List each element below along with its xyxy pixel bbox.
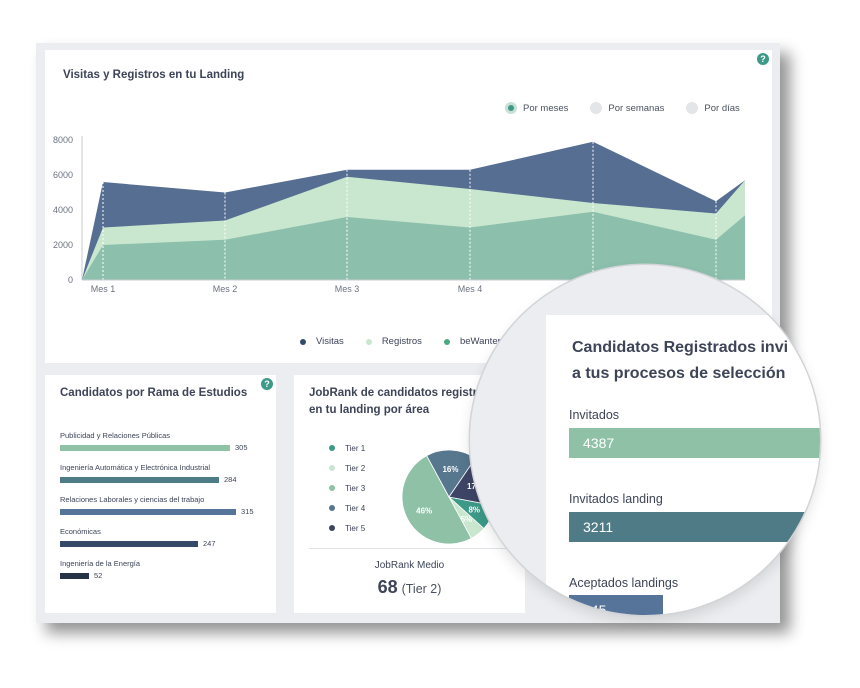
radio-unselected-icon — [590, 102, 603, 114]
invitados-landing-bar: 3211 — [569, 512, 805, 542]
pie-slice-tier-3[interactable] — [401, 455, 472, 545]
aceptados-landings-label: Aceptados landings — [569, 576, 679, 590]
y-tick-label: 0 — [68, 275, 73, 285]
rama-bar-row: Ingeniería Automática y Electrónica Indu… — [60, 463, 237, 484]
rama-estudios-card: Candidatos por Rama de Estudios ? Public… — [45, 375, 276, 613]
rama-bar[interactable] — [60, 540, 198, 547]
radio-unselected-icon — [686, 102, 699, 114]
card-title-line2: en tu landing por área — [309, 404, 430, 416]
tier-label: Tier 1 — [345, 443, 366, 453]
y-tick-label: 4000 — [53, 205, 73, 215]
legend-dot-icon — [443, 338, 450, 345]
tier-dot-icon — [329, 485, 335, 491]
rama-bar[interactable] — [60, 444, 230, 451]
invitados-label: Invitados — [569, 408, 620, 422]
rama-bar-value: 284 — [224, 475, 237, 484]
pie-slice-label: 46% — [416, 506, 432, 515]
rama-bar-row: Ingeniería de la Energía 52 — [60, 559, 140, 580]
jobrank-medio-number: 68 — [377, 577, 398, 597]
tier-item[interactable]: Tier 4 — [329, 498, 365, 518]
legend-item-registros[interactable]: Registros — [365, 336, 422, 347]
card-title: Visitas y Registros en tu Landing — [63, 69, 245, 81]
tier-item[interactable]: Tier 3 — [329, 478, 365, 498]
pie-slice-label: 16% — [442, 465, 458, 474]
tier-label: Tier 5 — [345, 523, 366, 533]
rama-bar-label: Relaciones Laborales y ciencias del trab… — [60, 495, 205, 504]
invitados-bar: 4387 — [569, 428, 820, 458]
x-tick-label: Mes 2 — [213, 284, 238, 294]
magnifier-lens: Candidatos Registrados invi a tus proces… — [470, 265, 820, 615]
y-tick-label: 6000 — [53, 170, 73, 180]
radio-por-meses[interactable]: Por meses — [505, 102, 568, 114]
area-series-bewanter — [82, 211, 745, 280]
legend-label: Visitas — [316, 336, 344, 347]
radio-por-dias[interactable]: Por días — [686, 102, 740, 114]
rama-bar[interactable] — [60, 476, 219, 483]
rama-bar[interactable] — [60, 508, 236, 515]
pie-slice-label: 5% — [461, 515, 473, 524]
legend-label: Registros — [381, 336, 422, 347]
invitados-landing-label: Invitados landing — [569, 492, 663, 506]
rama-bar-value: 315 — [241, 507, 254, 516]
radio-selected-icon — [505, 102, 517, 114]
x-tick-label: Mes 3 — [335, 284, 360, 294]
rama-bar[interactable] — [60, 572, 89, 579]
radio-label: Por meses — [523, 102, 569, 114]
rama-bar-row: Económicas 247 — [60, 527, 216, 548]
aceptados-landings-bar: 145 — [569, 595, 663, 615]
visits-registrations-card: Visitas y Registros en tu Landing ? Por … — [45, 50, 772, 363]
radio-por-semanas[interactable]: Por semanas — [590, 102, 664, 114]
tier-legend: Tier 1 Tier 2 Tier 3 Tier 4 Tier 5 — [329, 438, 365, 538]
tier-dot-icon — [329, 445, 335, 451]
rama-bar-label: Publicidad y Relaciones Públicas — [60, 431, 171, 440]
pie-slice-label: 8% — [468, 506, 480, 515]
jobrank-medio-label: JobRank Medio — [374, 560, 445, 571]
jobrank-medio-tier: (Tier 2) — [401, 582, 442, 596]
card-title-line1: Candidatos Registrados invi — [572, 339, 789, 356]
tier-label: Tier 3 — [345, 483, 366, 493]
radio-label: Por días — [704, 102, 740, 114]
rama-bar-row: Publicidad y Relaciones Públicas 305 — [60, 431, 248, 452]
period-radio-group: Por meses Por semanas Por días — [505, 102, 740, 114]
jobrank-medio-value: 68 (Tier 2) — [294, 577, 525, 598]
tier-label: Tier 4 — [345, 503, 366, 513]
rama-bar-row: Relaciones Laborales y ciencias del trab… — [60, 495, 254, 516]
legend-dot-icon — [365, 338, 372, 345]
x-tick-label: Mes 4 — [458, 284, 483, 294]
tier-item[interactable]: Tier 2 — [329, 458, 365, 478]
legend-item-visitas[interactable]: Visitas — [300, 336, 344, 347]
tier-item[interactable]: Tier 5 — [329, 518, 365, 538]
tier-dot-icon — [329, 525, 335, 531]
legend-label: beWanter — [459, 336, 501, 347]
y-tick-label: 8000 — [53, 135, 73, 145]
tier-item[interactable]: Tier 1 — [329, 438, 365, 458]
chart-legend: Visitas Registros beWanter — [300, 336, 501, 347]
radio-label: Por semanas — [608, 102, 665, 114]
legend-dot-icon — [300, 338, 306, 345]
candidatos-invitados-card: Candidatos Registrados invi a tus proces… — [546, 315, 820, 615]
pie-slice-label: 17% — [467, 482, 483, 491]
rama-bar-label: Económicas — [60, 527, 101, 536]
rama-bar-value: 52 — [94, 571, 103, 580]
card-title-line2: a tus procesos de selección — [572, 365, 786, 382]
tier-dot-icon — [329, 505, 335, 511]
x-tick-label: Mes 1 — [91, 284, 116, 294]
tier-dot-icon — [329, 465, 335, 471]
card-title-line1: JobRank de candidatos registrados — [309, 387, 504, 399]
divider — [309, 548, 519, 549]
rama-bar-label: Ingeniería de la Energía — [60, 559, 141, 568]
card-title: Candidatos por Rama de Estudios — [60, 387, 248, 399]
legend-item-bewanter[interactable]: beWanter — [443, 336, 501, 347]
rama-bar-value: 305 — [235, 443, 248, 452]
help-icon[interactable]: ? — [261, 378, 273, 390]
rama-bar-label: Ingeniería Automática y Electrónica Indu… — [60, 463, 211, 472]
rama-bar-value: 247 — [203, 539, 216, 548]
help-icon[interactable]: ? — [757, 53, 769, 65]
y-tick-label: 2000 — [53, 240, 73, 250]
tier-label: Tier 2 — [345, 463, 366, 473]
area-chart: 0 2000 4000 6000 8000 Mes 1 Mes 2 Mes 3 Mes 4 — [53, 135, 745, 294]
